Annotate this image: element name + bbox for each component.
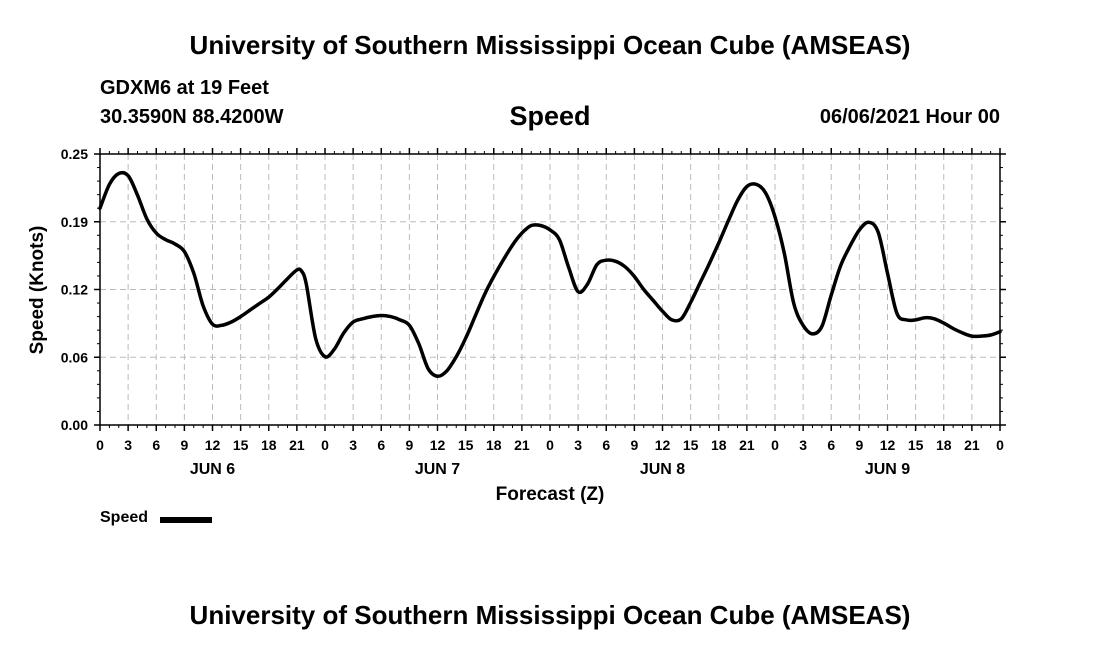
x-tick-label: 18 — [486, 437, 502, 453]
coordinates-label: 30.3590N 88.4200W — [100, 106, 284, 128]
day-labels: JUN 6 JUN 7 JUN 8 JUN 9 — [190, 461, 910, 478]
x-tick-label: 18 — [711, 437, 727, 453]
x-tick-label: 12 — [655, 437, 671, 453]
x-tick-label: 18 — [261, 437, 277, 453]
x-tick-label: 9 — [405, 437, 413, 453]
footer-title: University of Southern Mississippi Ocean… — [189, 600, 911, 630]
x-tick-labels: 0 3 6 9 12 15 18 21 0 3 6 9 12 15 18 21 0 3 6 9 12 15 18 21 0 3 6 9… — [96, 437, 1004, 453]
x-tick-label: 0 — [321, 437, 329, 453]
x-tick-label: 12 — [880, 437, 896, 453]
legend-label: Speed — [100, 509, 149, 526]
speed-series-line — [98, 170, 1002, 378]
x-tick-label: 21 — [739, 437, 755, 453]
x-tick-label: 6 — [827, 437, 835, 453]
x-tick-label: 21 — [289, 437, 305, 453]
x-tick-label: 0 — [96, 437, 104, 453]
day-label: JUN 8 — [640, 461, 685, 478]
plot-frame — [99, 153, 1001, 426]
day-label: JUN 7 — [415, 461, 460, 478]
x-tick-label: 21 — [514, 437, 530, 453]
y-tick-label: 0.00 — [61, 417, 88, 433]
x-tick-label: 12 — [205, 437, 221, 453]
x-tick-label: 6 — [377, 437, 385, 453]
day-label: JUN 6 — [190, 461, 235, 478]
x-tick-label: 0 — [771, 437, 779, 453]
x-tick-label: 3 — [124, 437, 132, 453]
x-tick-label: 15 — [908, 437, 924, 453]
y-tick-label: 0.06 — [61, 349, 88, 365]
x-tick-label: 21 — [964, 437, 980, 453]
x-tick-label: 12 — [430, 437, 446, 453]
forecast-datetime: 06/06/2021 Hour 00 — [819, 106, 1000, 128]
x-tick-label: 3 — [574, 437, 582, 453]
x-tick-label: 9 — [855, 437, 863, 453]
x-tick-label: 15 — [458, 437, 474, 453]
legend-line-swatch — [160, 517, 212, 523]
x-tick-label: 6 — [602, 437, 610, 453]
x-tick-label: 15 — [233, 437, 249, 453]
x-tick-label: 15 — [683, 437, 699, 453]
y-axis-label: Speed (Knots) — [27, 226, 48, 355]
page-title: University of Southern Mississippi Ocean… — [189, 30, 911, 60]
day-label: JUN 9 — [865, 461, 910, 478]
y-tick-labels: 0.00 0.06 0.12 0.19 0.25 — [61, 146, 88, 433]
x-tick-label: 9 — [630, 437, 638, 453]
y-tick-label: 0.19 — [61, 214, 88, 230]
x-tick-label: 6 — [152, 437, 160, 453]
y-tick-label: 0.12 — [61, 282, 88, 298]
chart-title: Speed — [509, 101, 591, 131]
x-tick-label: 9 — [180, 437, 188, 453]
x-tick-label: 0 — [546, 437, 554, 453]
x-tick-label: 3 — [799, 437, 807, 453]
station-label: GDXM6 at 19 Feet — [100, 77, 269, 99]
grid-layer — [100, 154, 1000, 425]
x-tick-label: 18 — [936, 437, 952, 453]
x-tick-label: 3 — [349, 437, 357, 453]
x-axis-label: Forecast (Z) — [496, 484, 605, 505]
y-tick-label: 0.25 — [61, 146, 88, 162]
x-tick-label: 0 — [996, 437, 1004, 453]
